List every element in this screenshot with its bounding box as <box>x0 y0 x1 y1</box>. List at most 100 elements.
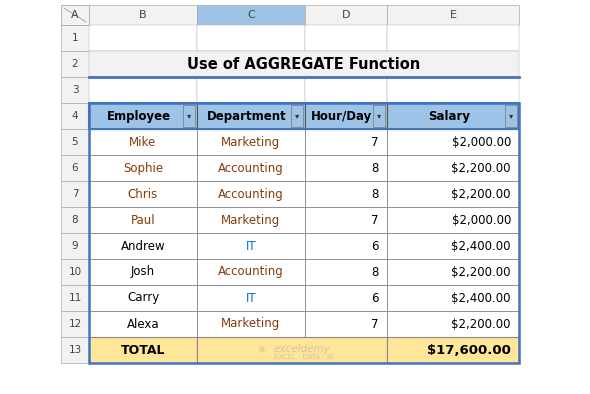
Bar <box>61 25 89 51</box>
Bar <box>61 5 89 25</box>
Text: Marketing: Marketing <box>221 136 281 149</box>
Text: 8: 8 <box>372 266 379 279</box>
Text: 2: 2 <box>72 59 78 69</box>
Bar <box>61 285 89 311</box>
Bar <box>89 51 519 77</box>
Text: 12: 12 <box>68 319 81 329</box>
Text: B: B <box>139 10 147 20</box>
Bar <box>197 155 305 181</box>
Bar <box>197 233 305 259</box>
Text: Accounting: Accounting <box>218 266 284 279</box>
Text: $2,200.00: $2,200.00 <box>451 162 511 175</box>
Bar <box>505 105 517 127</box>
Text: 8: 8 <box>372 188 379 201</box>
Bar <box>89 155 197 181</box>
Bar <box>89 77 197 103</box>
Bar <box>305 77 387 103</box>
Bar <box>61 5 89 25</box>
Bar <box>305 129 387 155</box>
Bar <box>291 105 303 127</box>
Text: $2,200.00: $2,200.00 <box>451 318 511 331</box>
Bar <box>387 207 519 233</box>
Text: Andrew: Andrew <box>121 240 165 253</box>
Text: Accounting: Accounting <box>218 162 284 175</box>
Bar <box>61 103 89 129</box>
Bar <box>61 129 89 155</box>
Bar <box>89 311 197 337</box>
Text: Sophie: Sophie <box>123 162 163 175</box>
Bar <box>89 207 197 233</box>
Bar <box>197 25 305 51</box>
Bar <box>197 77 305 103</box>
Text: IT: IT <box>245 292 256 305</box>
Bar <box>387 103 519 129</box>
Bar <box>387 233 519 259</box>
Bar <box>89 103 519 129</box>
Bar <box>89 25 197 51</box>
Text: ▾: ▾ <box>509 112 513 121</box>
Text: Chris: Chris <box>128 188 158 201</box>
Bar <box>197 285 305 311</box>
Text: exceldemy: exceldemy <box>274 344 331 354</box>
Bar <box>387 155 519 181</box>
Bar <box>387 285 519 311</box>
Text: $2,400.00: $2,400.00 <box>451 292 511 305</box>
Text: EXCEL · DATA · BI: EXCEL · DATA · BI <box>274 354 334 360</box>
Bar <box>305 103 387 129</box>
Bar <box>387 181 519 207</box>
Text: A: A <box>71 10 79 20</box>
Text: $17,600.00: $17,600.00 <box>427 344 511 357</box>
Text: 1: 1 <box>72 33 78 43</box>
Bar <box>197 259 305 285</box>
Text: 4: 4 <box>72 111 78 121</box>
Text: ▾: ▾ <box>377 112 381 121</box>
Bar <box>387 337 519 363</box>
Bar <box>197 207 305 233</box>
Bar <box>89 337 197 363</box>
Bar <box>61 181 89 207</box>
Bar <box>305 233 387 259</box>
Bar <box>387 5 519 25</box>
Bar <box>61 77 89 103</box>
Text: 7: 7 <box>372 318 379 331</box>
Text: 6: 6 <box>372 292 379 305</box>
Bar <box>305 259 387 285</box>
Bar <box>373 105 385 127</box>
Bar <box>61 155 89 181</box>
Bar <box>89 103 197 129</box>
Bar <box>387 129 519 155</box>
Text: 9: 9 <box>72 241 78 251</box>
Bar <box>61 51 89 77</box>
Bar <box>61 207 89 233</box>
Text: Marketing: Marketing <box>221 318 281 331</box>
Text: $2,000.00: $2,000.00 <box>451 136 511 149</box>
Bar <box>305 155 387 181</box>
Bar <box>89 285 197 311</box>
Bar <box>89 233 197 259</box>
Text: 7: 7 <box>372 136 379 149</box>
Bar <box>305 181 387 207</box>
Text: ▾: ▾ <box>295 112 299 121</box>
Bar <box>183 105 195 127</box>
Bar <box>387 25 519 51</box>
Text: Hour/Day: Hour/Day <box>312 110 373 123</box>
Bar <box>61 233 89 259</box>
Text: $2,200.00: $2,200.00 <box>451 266 511 279</box>
Bar <box>89 129 197 155</box>
Text: 10: 10 <box>68 267 81 277</box>
Text: ▾: ▾ <box>187 112 191 121</box>
Text: 7: 7 <box>72 189 78 199</box>
Bar <box>61 259 89 285</box>
Text: C: C <box>247 10 255 20</box>
Bar <box>197 5 305 25</box>
Bar <box>305 5 387 25</box>
Text: Salary: Salary <box>428 110 470 123</box>
Text: $2,200.00: $2,200.00 <box>451 188 511 201</box>
Text: Carry: Carry <box>127 292 159 305</box>
Text: D: D <box>342 10 350 20</box>
Text: $2,400.00: $2,400.00 <box>451 240 511 253</box>
Bar <box>387 259 519 285</box>
Text: 13: 13 <box>68 345 81 355</box>
Text: Department: Department <box>207 110 287 123</box>
Text: 11: 11 <box>68 293 81 303</box>
